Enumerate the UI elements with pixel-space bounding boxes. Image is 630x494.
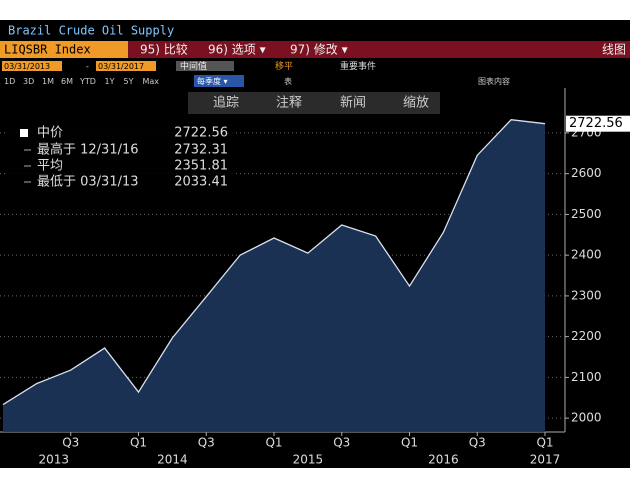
year-label: 2015 [293,453,324,467]
mode[interactable]: 中间值 [180,60,207,72]
x-tick-label: Q1 [130,436,147,450]
toolbar [188,92,440,114]
toolbar-item[interactable]: 注释 [276,96,302,111]
y-tick-label: 2300 [571,288,602,302]
y-tick-label: 2400 [571,248,602,262]
year-label: 2013 [39,453,70,467]
x-tick-label: Q1 [536,436,553,450]
legend-stat-value: 2033.41 [174,175,228,190]
period-button[interactable]: YTD [79,77,96,86]
x-tick-label: Q3 [62,436,79,450]
x-tick-label: Q1 [401,436,418,450]
toolbar-item[interactable]: 缩放 [403,95,429,111]
option[interactable]: 重要事件 [340,60,376,72]
y-tick-label: 2500 [571,207,602,221]
y-tick-label: 2100 [571,370,602,384]
legend-stat-value: 2732.31 [174,143,228,158]
legend-stat-label: 平均 [37,159,63,174]
toolbar-item[interactable]: 新闻 [340,95,366,111]
title: Brazil Crude Oil Supply [8,24,174,38]
date-box [2,61,62,71]
mode-box [176,61,234,71]
legend-stats: 最高于 12/31/16 2732.31 平均 2351.81 最低于 03/31/13… [24,142,228,190]
legend-stat-value: 2351.81 [174,159,228,174]
period-buttons: 1D 3D 1M 6M YTD 1Y 5Y Max [4,77,159,86]
y-tick-label: 2200 [571,329,602,343]
toolbar-item[interactable]: 追踪 [213,95,239,111]
last-value: 2722.56 [569,116,623,131]
legend-value: 2722.56 [174,126,228,141]
y-tick-label: 2000 [571,411,602,425]
line [2,119,546,406]
x-tick-label: Q1 [265,436,282,450]
last-value-tag [566,115,630,132]
legend-swatch [20,129,28,137]
x-tick-label: Q3 [333,436,350,450]
view-label[interactable]: 线图 [602,43,626,57]
period-button[interactable]: Max [143,77,160,86]
area [3,119,545,433]
legend-box [5,122,233,202]
period-button[interactable]: 5Y [124,77,134,86]
menu-bar [0,41,630,58]
legend-stat-label: 最高于 12/31/16 [37,142,139,158]
menu-item[interactable]: 96) 选项 ▾ [208,43,266,57]
chart-content[interactable]: 图表内容 [478,76,510,86]
period-button[interactable]: 1D [4,77,15,86]
ticker[interactable]: LIQSBR Index [4,43,91,57]
y-tick-label: 2600 [571,166,602,180]
end-date[interactable]: 03/31/2017 [98,62,144,71]
frequency-box [194,75,244,87]
plot: 200021002200230024002500260027002722.56Q… [0,88,630,467]
year-label: 2014 [157,453,188,467]
date-box [96,61,156,71]
date-sep: - [86,62,89,71]
menu-item[interactable]: 97) 修改 ▾ [290,42,348,57]
ticker-box [0,41,128,58]
period-button[interactable]: 3D [23,77,34,86]
year-label: 2016 [428,453,459,467]
menu-item[interactable]: 95) 比较 [140,42,188,57]
frequency[interactable]: 每季度 ▾ [197,76,228,86]
period-button[interactable]: 6M [61,77,73,86]
year-label: 2017 [530,453,561,467]
table-button[interactable]: 表 [284,76,292,86]
x-tick-label: Q3 [198,436,215,450]
period-button[interactable]: 1M [42,77,54,86]
legend-name: 中价 [37,126,63,141]
start-date[interactable]: 03/31/2013 [4,62,50,71]
period-button[interactable]: 1Y [105,77,115,86]
option[interactable]: 移平 [275,60,293,72]
legend-stat-label: 最低于 03/31/13 [37,175,139,190]
x-tick-label: Q3 [469,436,486,450]
